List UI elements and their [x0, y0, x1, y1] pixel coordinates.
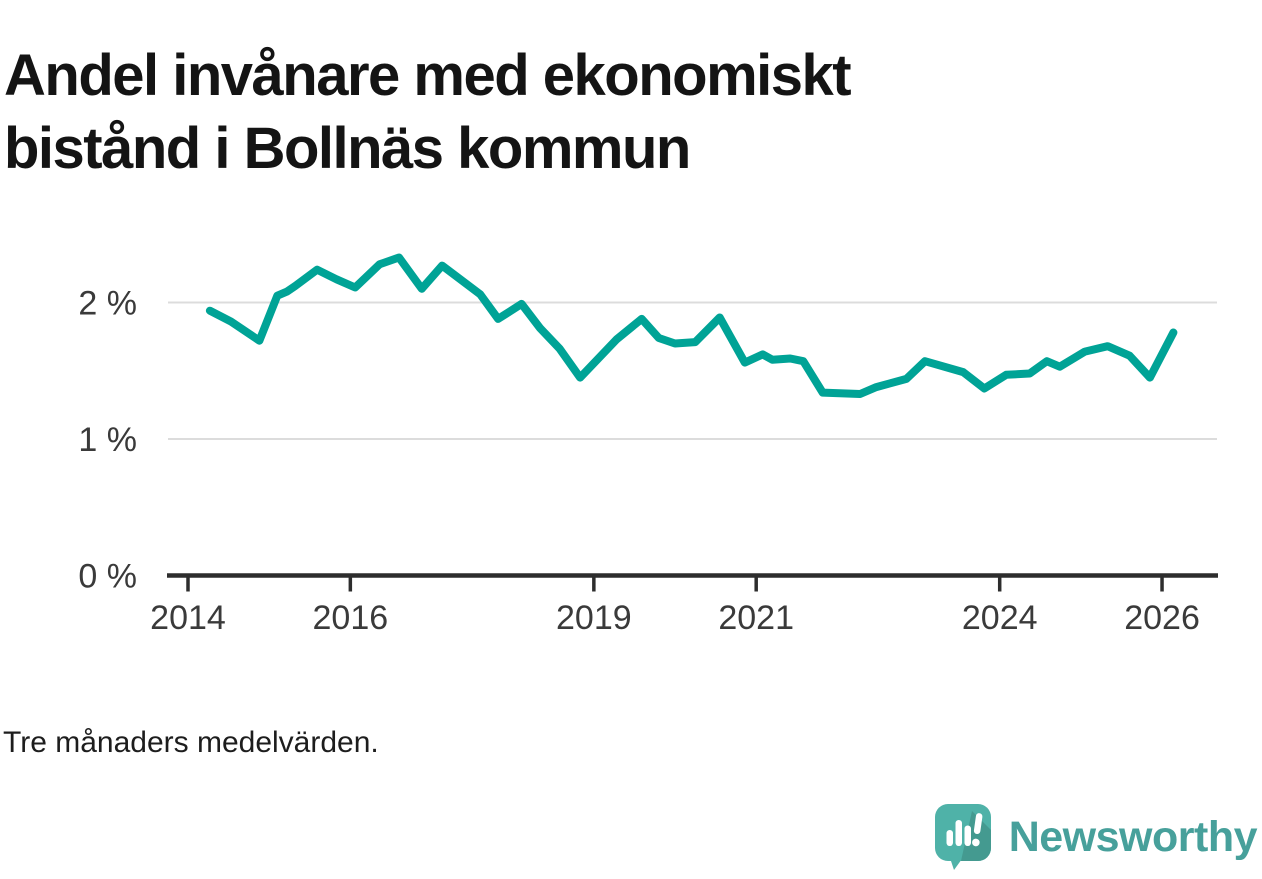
chart-title-line1: Andel invånare med ekonomiskt — [4, 42, 852, 108]
x-tick-label: 2016 — [313, 599, 389, 637]
x-tick-label: 2021 — [718, 599, 794, 637]
y-tick-label: 0 % — [78, 558, 137, 596]
newsworthy-logo-icon — [934, 804, 991, 870]
x-tick-label: 2014 — [150, 599, 226, 637]
chart-title: Andel invånare med ekonomiskt bistånd i B… — [4, 39, 852, 185]
bubble-shadow — [960, 811, 991, 861]
bar-chart-glyph — [946, 820, 971, 846]
x-tick-label: 2019 — [556, 599, 632, 637]
exclamation-glyph — [971, 813, 983, 847]
y-tick-label: 1 % — [78, 421, 137, 459]
chart-title-line2: bistånd i Bollnäs kommun — [4, 115, 691, 181]
x-tick-label: 2026 — [1124, 599, 1200, 637]
line-chart-canvas: 0 % 1 % 2 % 2014 2016 2019 2021 2024 2026 — [78, 253, 1218, 637]
newsworthy-logo-text: Newsworthy — [1008, 812, 1258, 861]
newsworthy-logo: Newsworthy — [934, 804, 1258, 870]
y-tick-label: 2 % — [78, 285, 137, 323]
x-tick-label: 2024 — [962, 599, 1038, 637]
data-line — [205, 253, 1178, 398]
chart-footnote: Tre månaders medelvärden. — [3, 726, 379, 759]
